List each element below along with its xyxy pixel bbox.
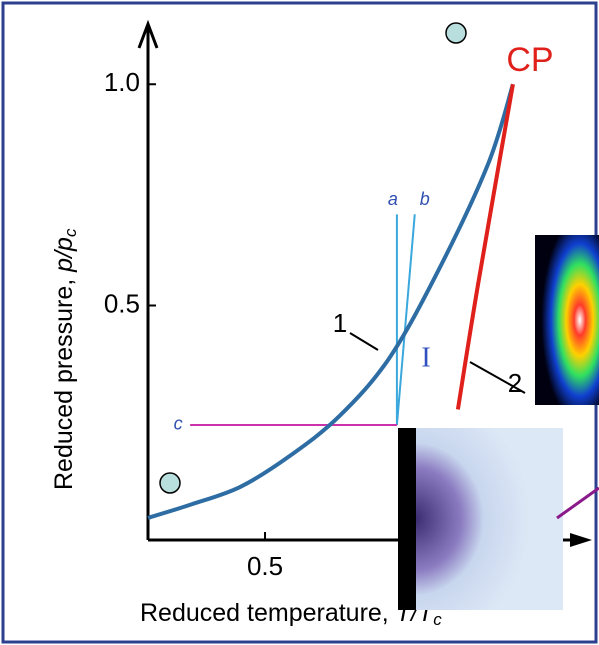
region-label: I bbox=[421, 342, 430, 373]
figure: 0.51.00.5Reduced temperature, T/TcReduce… bbox=[0, 0, 599, 645]
guide-label: c bbox=[174, 414, 183, 434]
y-tick-label: 0.5 bbox=[104, 288, 140, 318]
infrared-image bbox=[535, 235, 599, 405]
y-axis-label-subscript: c bbox=[61, 228, 80, 237]
curve-label: 1 bbox=[333, 308, 347, 338]
y-axis-label-symbol: p/p bbox=[50, 237, 78, 273]
y-axis-label: Reduced pressure, p/pc bbox=[50, 228, 81, 490]
y-axis-label-text: Reduced pressure, bbox=[50, 272, 78, 490]
guide-label: a bbox=[388, 189, 398, 209]
photo-image bbox=[398, 428, 563, 610]
x-axis-label: Reduced temperature, T/Tc bbox=[140, 599, 442, 630]
guide-label: b bbox=[420, 189, 430, 209]
y-tick-label: 1.0 bbox=[104, 67, 140, 97]
photo-wall bbox=[398, 428, 416, 610]
critical-point-label: CP bbox=[506, 41, 553, 79]
marker-circle bbox=[160, 473, 180, 493]
marker-circle bbox=[446, 23, 466, 43]
x-tick-label: 0.5 bbox=[247, 551, 283, 581]
x-axis-label-subscript: c bbox=[433, 610, 442, 629]
curve-label: 2 bbox=[508, 368, 522, 398]
x-axis-label-text: Reduced temperature, bbox=[140, 599, 396, 627]
